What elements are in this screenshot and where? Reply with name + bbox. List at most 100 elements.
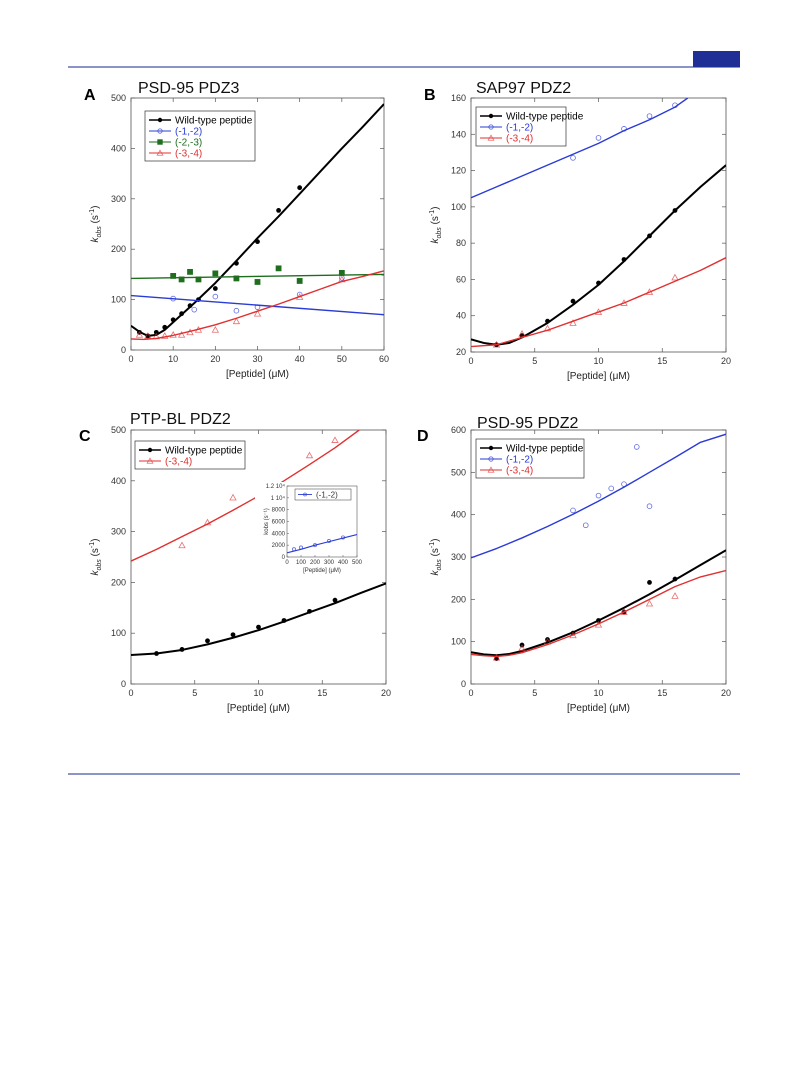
inset-x-axis-label: [Peptide] (μM) [303,568,341,574]
inset-y-axis-label: kobs (s⁻¹) [264,508,270,535]
legend-label: (-3,-4) [175,149,202,160]
series-2-point-0 [492,653,501,661]
series-1-point-2 [595,492,602,499]
x-tick-label: 20 [721,356,731,366]
series-3-point-3 [161,332,169,339]
series-2-point-3 [195,276,202,283]
series-2-point-8 [296,278,303,284]
series-2-point-2 [187,268,193,275]
x-tick-label: 20 [381,688,391,698]
y-tick-label: 500 [451,467,466,477]
series-0-point-7 [672,576,678,582]
series-0-point-6 [187,303,193,309]
series-3-point-11 [295,293,304,300]
inset-legend-box [294,488,352,501]
series-0-point-4 [256,624,261,630]
series-0-point-6 [647,580,652,585]
series-0-fit-group [471,549,726,657]
series-1-point-4 [305,451,314,459]
y-tick-label: 300 [111,194,126,204]
legend-swatch-marker [157,128,163,134]
series-0-point-3 [162,324,168,330]
panel-title: PTP-BL PDZ2 [130,411,231,428]
legend-label: (-1,-2) [506,455,533,466]
series-2-point-3 [569,319,577,326]
series-1-point-0 [570,155,576,161]
series-1-fit-group [471,433,726,559]
inset-x-tick-label: 100 [296,560,307,566]
y-tick-label: 100 [451,637,466,647]
series-0-point-0 [154,651,159,656]
inset-series-0-fit-group [287,533,357,554]
series-0-point-5 [281,618,287,623]
inset-series-0-point-4 [340,535,345,540]
x-tick-label: 20 [210,354,220,364]
x-tick-label: 10 [593,688,603,698]
series-1-point-1 [203,518,212,526]
inset-series-0-fit-line [287,533,357,554]
series-0-point-2 [545,318,550,324]
series-1-fit-line [471,433,726,559]
y-tick-label: 100 [451,202,466,212]
inset-series-0-point-0 [291,547,296,552]
y-tick-label: 300 [111,527,126,537]
x-tick-label: 10 [253,688,263,698]
series-1-point-1 [595,135,602,141]
inset-x-tick-label: 500 [352,560,363,566]
y-axis-label: kobs (s-1) [89,206,103,243]
series-0-point-1 [179,647,185,652]
y-axis-label: kobs (s-1) [89,539,103,576]
legend-label: Wild-type peptide [506,444,584,455]
series-0-point-4 [596,618,601,623]
legend-swatch-marker [488,113,494,119]
inset-legend-swatch-marker [303,492,307,497]
series-2-point-1 [178,276,185,283]
series-2-point-6 [645,288,654,295]
series-0-fit-line [471,164,726,346]
y-tick-label: 0 [461,679,466,689]
series-0-fit-line [471,549,726,657]
legend-label: (-3,-4) [506,134,533,145]
legend-box [134,440,246,470]
inset-x-tick-label: 400 [338,560,349,566]
x-tick-label: 15 [317,688,327,698]
y-tick-label: 60 [456,274,466,284]
series-0-point-10 [255,239,260,245]
series-0-fit-group [471,164,726,346]
series-2-point-5 [233,275,240,282]
x-tick-label: 20 [721,688,731,698]
series-2-fit-group [471,569,726,658]
y-tick-label: 140 [451,129,466,139]
series-1-point-2 [229,493,237,501]
y-axis-label: kobs (s-1) [429,207,443,244]
series-2-fit-group [471,257,726,348]
series-0-point-4 [596,280,601,286]
inset-x-tick-label: 300 [324,560,335,566]
x-axis-label: [Peptide] (μM) [227,703,290,714]
legend-swatch-marker [146,457,154,464]
legend-label: Wild-type peptide [165,446,243,457]
series-0-point-7 [672,208,678,213]
series-2-point-2 [543,637,552,645]
series-2-point-2 [543,324,552,332]
legend-label: (-3,-4) [506,466,533,477]
series-1-point-4 [621,481,627,487]
legend-swatch-marker [156,149,164,156]
series-1-point-6 [646,503,653,510]
series-1-fit-group [471,98,689,199]
series-1-point-0 [178,541,186,549]
series-1-fit-line [471,98,689,199]
series-2-fit-line [471,257,726,348]
y-tick-label: 0 [121,679,126,689]
x-tick-label: 10 [593,356,603,366]
series-2-point-4 [594,308,603,315]
x-tick-label: 15 [657,688,667,698]
series-1-point-1 [582,522,589,529]
series-0-point-9 [234,260,239,266]
y-tick-label: 0 [121,345,126,355]
y-tick-label: 100 [111,628,126,638]
legend-swatch-marker [147,447,153,453]
series-1-point-1 [191,306,198,313]
legend-label: Wild-type peptide [175,116,253,127]
